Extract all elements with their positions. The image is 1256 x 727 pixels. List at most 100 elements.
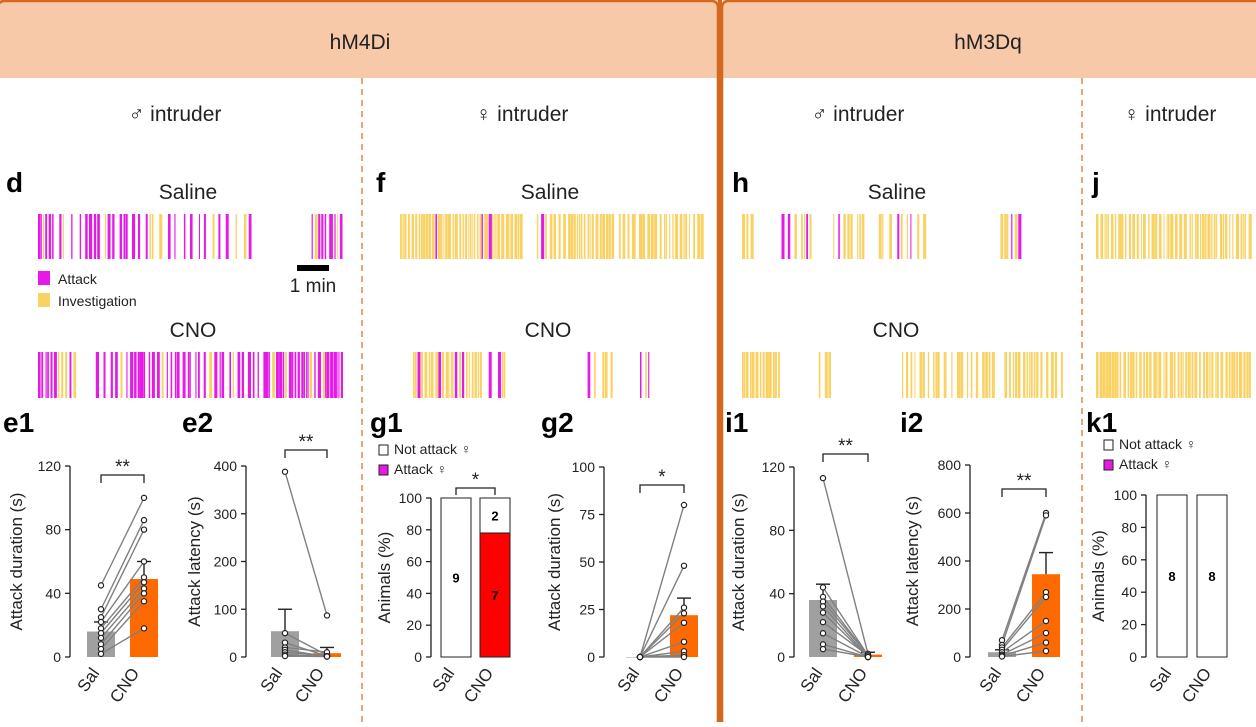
investigation-event [1100,352,1103,398]
data-point [1043,640,1048,645]
investigation-event [683,214,684,259]
investigation-event [592,214,594,259]
investigation-event [632,214,635,259]
investigation-event [743,352,745,398]
attack-event [126,214,128,259]
y-tick-label: 20 [406,617,422,633]
investigation-event [1174,352,1176,398]
attack-event [195,352,196,398]
data-point [681,620,686,625]
investigation-event [982,352,985,398]
attack-event [198,352,200,398]
raster-j-cno [1096,352,1251,398]
investigation-event [1018,352,1021,398]
investigation-event [65,352,67,398]
investigation-event [847,214,849,259]
attack-event [301,352,304,398]
attack-event [291,352,293,398]
y-axis-label: Attack latency (s) [903,496,922,626]
attack-event [38,352,41,398]
investigation-event [105,214,106,259]
investigation-event [1202,214,1205,259]
legend-attack-swatch [379,465,388,475]
investigation-event [651,214,654,259]
attack-event [455,352,458,398]
investigation-event [438,214,441,259]
investigation-event [1192,214,1193,259]
attack-event [334,214,335,259]
attack-event [80,214,81,259]
investigation-event [804,214,805,259]
raster-label-saline-f: Saline [521,181,579,204]
attack-event [806,214,808,259]
investigation-event [1120,352,1122,398]
investigation-event [992,352,995,398]
investigation-event [209,352,212,398]
investigation-event [413,352,414,398]
attack-event [152,352,155,398]
y-tick-label: 25 [579,602,595,618]
attack-event [238,352,241,398]
attack-event [298,352,300,398]
investigation-event [474,214,476,259]
attack-event [338,352,339,398]
attack-event [782,214,785,259]
investigation-event [152,214,154,259]
y-tick-label: 40 [45,585,61,601]
attack-event [138,214,140,259]
investigation-event [1139,352,1142,398]
investigation-event [689,214,690,259]
attack-event [115,352,118,398]
attack-event [897,214,899,259]
x-tick-label-cno: CNO [834,664,871,706]
data-point [820,646,825,651]
attack-event [218,214,220,259]
investigation-event [1159,214,1162,259]
attack-event [130,352,133,398]
investigation-event [1246,352,1248,398]
x-tick-label-sal: Sal [74,664,104,695]
data-point [282,469,287,474]
investigation-event [401,214,402,259]
investigation-event [1116,352,1118,398]
data-point [681,611,686,616]
data-point [681,563,686,568]
attack-event [435,214,437,259]
investigation-event [628,214,630,259]
y-tick-label: 0 [1129,649,1137,665]
investigation-event [563,214,566,259]
attack-event [266,352,268,398]
investigation-event [1136,352,1138,398]
investigation-event [1179,214,1182,259]
investigation-event [272,352,275,398]
investigation-event [774,352,777,398]
count-label: 8 [1168,569,1175,584]
investigation-event [751,214,754,259]
attack-event [331,214,333,259]
investigation-event [1153,352,1156,398]
investigation-event [1106,352,1109,398]
raster-label-cno-d: CNO [170,319,217,342]
attack-event [329,214,330,259]
investigation-event [323,352,325,398]
attack-event [289,352,291,398]
attack-event [143,352,145,398]
investigation-event [1190,214,1191,259]
attack-event [54,352,57,398]
investigation-event [1029,352,1030,398]
investigation-event [1229,352,1231,398]
attack-event [306,352,307,398]
investigation-event [448,214,451,259]
investigation-event [1194,352,1197,398]
y-axis-label: Animals (%) [375,532,394,624]
investigation-event [828,352,831,398]
investigation-event [448,352,449,398]
y-axis-label: Attack duration (s) [7,493,26,631]
investigation-event [602,214,605,259]
investigation-event [693,214,695,259]
investigation-event [1209,352,1210,398]
x-tick-label-cno: CNO [106,664,143,706]
attack-event [249,214,252,259]
